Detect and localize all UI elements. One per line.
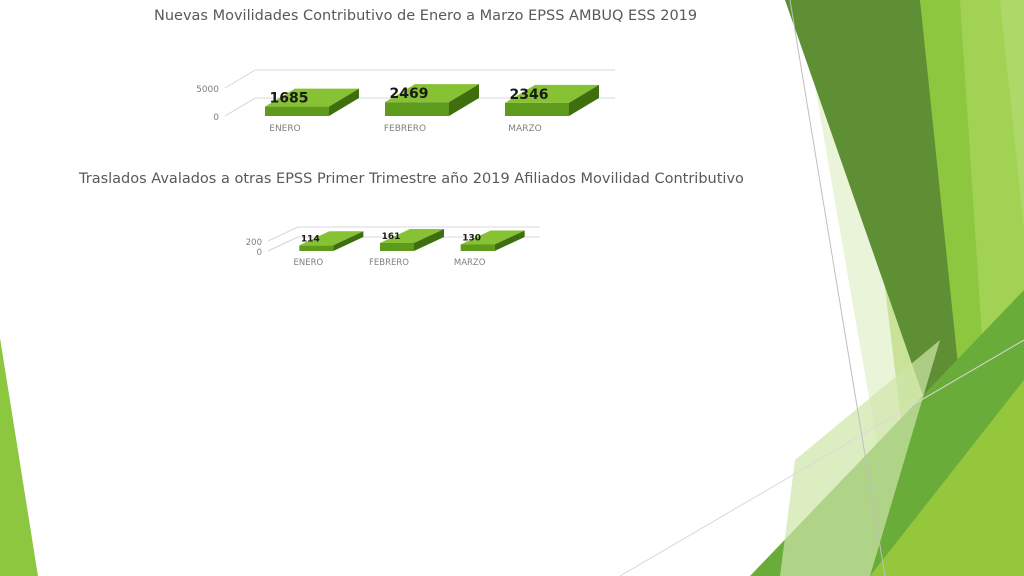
left-green-strip bbox=[0, 338, 38, 576]
chart-2-bar-side-enero bbox=[333, 231, 364, 251]
bottom-light-shard bbox=[870, 380, 1024, 576]
accent-line-2 bbox=[619, 339, 1024, 576]
chart-2-bar-side-marzo bbox=[494, 230, 525, 251]
chart-1-bar-side-enero bbox=[329, 88, 359, 116]
chart-1-axis-depth bbox=[224, 97, 256, 117]
chart-2-category-label: FEBRERO bbox=[369, 258, 409, 268]
chart-2-data-label: 161 bbox=[382, 232, 401, 242]
chart-1-bar-enero bbox=[265, 106, 329, 116]
chart-1-category-label: ENERO bbox=[269, 124, 300, 134]
chart-2-y-tick-label: 0 bbox=[257, 248, 262, 258]
chart-1-bar-top-enero bbox=[265, 88, 359, 107]
chart-2-bar-febrero bbox=[380, 242, 414, 251]
chart-2-bar-marzo bbox=[460, 244, 495, 251]
bottom-pale-shard bbox=[780, 340, 940, 576]
chart-2-bar-top-enero bbox=[299, 231, 364, 246]
chart-2-category-label: MARZO bbox=[454, 258, 486, 268]
chart-1-y-tick-label: 5000 bbox=[196, 85, 219, 95]
chart-2-bar-enero bbox=[299, 245, 334, 251]
chart-2-axis-depth bbox=[267, 236, 299, 252]
chart-1-title: Nuevas Movilidades Contributivo de Enero… bbox=[154, 8, 698, 24]
right-dark-shard bbox=[785, 0, 975, 430]
chart-2-category-label: ENERO bbox=[293, 258, 323, 268]
chart-2-bar-side-febrero bbox=[414, 228, 444, 251]
chart-2-title: Traslados Avalados a otras EPSS Primer T… bbox=[79, 171, 744, 187]
chart-1-bar-febrero bbox=[385, 102, 449, 116]
chart-1-bar-marzo bbox=[505, 102, 569, 116]
chart-2-data-label: 114 bbox=[301, 234, 320, 244]
chart-2-y-tick-label: 200 bbox=[246, 238, 262, 248]
chart-1-bar-top-marzo bbox=[505, 84, 599, 103]
chart-1-gridline-side bbox=[224, 69, 256, 89]
chart-1-bar-side-marzo bbox=[569, 84, 599, 116]
chart-1-y-tick-label: 0 bbox=[213, 113, 219, 123]
chart-2-data-label: 130 bbox=[462, 234, 481, 244]
chart-1-data-label: 2346 bbox=[510, 87, 549, 103]
chart-2-bar-top-marzo bbox=[460, 230, 525, 245]
chart-1-category-label: FEBRERO bbox=[384, 124, 426, 134]
chart-2-bar-top-febrero bbox=[380, 228, 444, 243]
chart-2-gridline-side bbox=[267, 226, 299, 242]
chart-1-data-label: 2469 bbox=[390, 86, 429, 102]
chart-1-data-label: 1685 bbox=[270, 91, 309, 107]
chart-1-category-label: MARZO bbox=[508, 124, 541, 134]
chart-1-bar-top-febrero bbox=[385, 84, 479, 103]
accent-line-1 bbox=[789, 0, 886, 576]
chart-1-bar-side-febrero bbox=[449, 84, 479, 116]
